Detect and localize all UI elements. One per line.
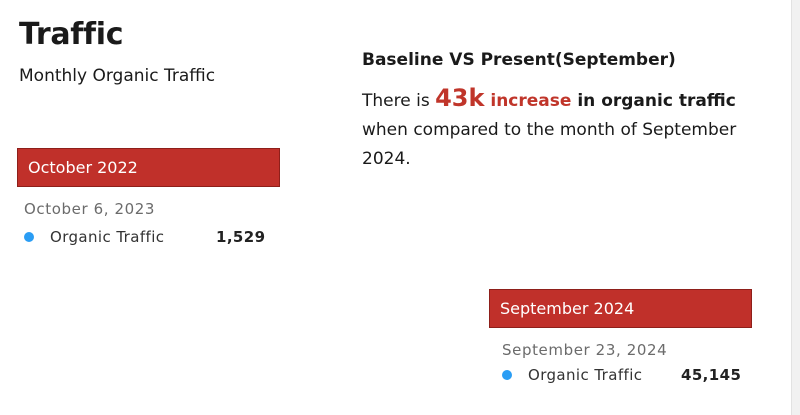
comparison-heading: Baseline VS Present(September) [362, 50, 676, 70]
page-title: Traffic [19, 17, 124, 52]
present-metric-row: Organic Traffic 45,145 [502, 366, 741, 384]
comparison-text-prefix: There is [362, 91, 436, 111]
present-metric-label: Organic Traffic [528, 366, 643, 384]
baseline-metric-label: Organic Traffic [50, 228, 165, 246]
scrollbar-track[interactable] [791, 0, 800, 415]
present-metric-value: 45,145 [681, 366, 742, 384]
baseline-period-banner: October 2022 [17, 148, 280, 187]
baseline-metric-row: Organic Traffic 1,529 [24, 228, 265, 246]
increase-amount: 43k [435, 84, 485, 112]
series-dot-icon [502, 370, 512, 380]
increase-word: increase [484, 91, 572, 111]
baseline-tooltip-date: October 6, 2023 [24, 200, 156, 218]
baseline-metric-value: 1,529 [216, 228, 266, 246]
page-subtitle: Monthly Organic Traffic [19, 66, 216, 86]
comparison-text-suffix: when compared to the month of September … [362, 120, 737, 169]
comparison-text: There is 43k increase in organic traffic… [362, 84, 782, 174]
present-tooltip-date: September 23, 2024 [502, 341, 668, 359]
series-dot-icon [24, 232, 34, 242]
present-period-banner: September 2024 [489, 289, 752, 328]
organic-traffic-phrase: in organic traffic [571, 91, 736, 111]
